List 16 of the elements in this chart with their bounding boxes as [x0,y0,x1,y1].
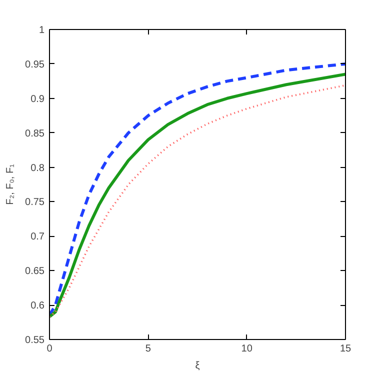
y-axis-title: F₂, F₀, F₁ [5,163,16,205]
y-tick-label: 1 [38,25,45,36]
y-tick-label: 0.75 [25,197,45,208]
x-tick-label: 15 [340,344,352,354]
y-tick-label: 0.85 [25,128,45,140]
x-axis-title: ξ [195,360,200,372]
y-tick-label: 0.65 [25,266,45,278]
y-tick-label: 0.95 [25,59,45,70]
y-tick-label: 0.9 [30,94,45,105]
x-tick-label: 5 [145,344,152,354]
y-tick-label: 0.8 [30,162,45,174]
y-tick-label: 0.6 [30,300,45,312]
x-tick-label: 10 [241,344,253,354]
y-tick-label: 0.7 [30,232,45,243]
x-tick-label: 0 [46,344,53,354]
y-tick-label: 0.55 [25,335,45,346]
